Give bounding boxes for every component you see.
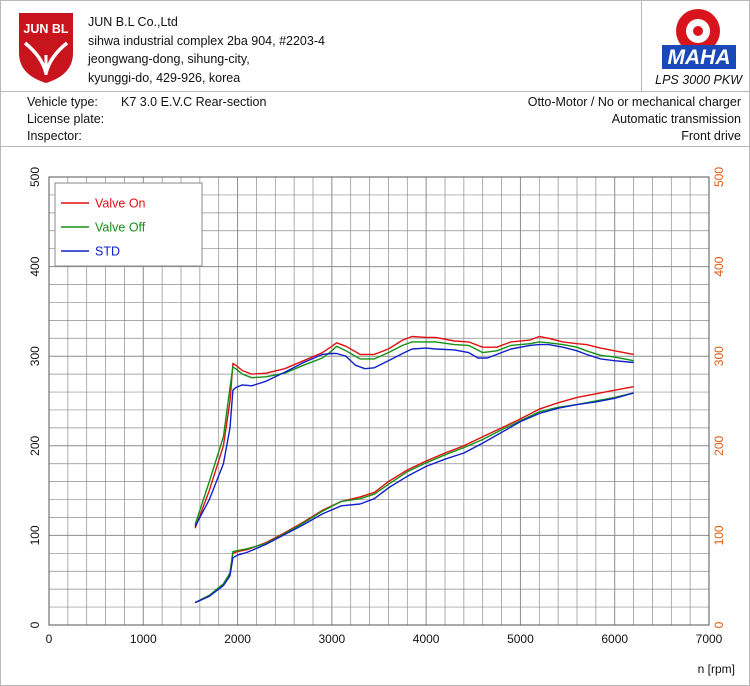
- y-tick-label-right: 0: [712, 621, 726, 628]
- legend-label: Valve Off: [95, 221, 146, 235]
- address-line-2: jeongwang-dong, sihung-city,: [88, 52, 250, 66]
- series-line-valve-on-lower: [194, 386, 634, 604]
- x-tick-label: 3000: [319, 632, 346, 646]
- y-tick-label-right: 100: [712, 525, 726, 545]
- legend-label: STD: [95, 245, 120, 259]
- maha-brand: Maschinenbau Haldenwang MAHA LPS 3000 PK…: [641, 1, 750, 91]
- header: JUN BL JUN B.L Co.,Ltd sihwa industrial …: [1, 1, 749, 92]
- drive-type: Front drive: [681, 129, 741, 143]
- x-tick-label: 2000: [224, 632, 251, 646]
- y-tick-label-left: 0: [28, 621, 42, 628]
- transmission-type: Automatic transmission: [611, 112, 741, 126]
- x-tick-label: 6000: [601, 632, 628, 646]
- inspector-label: Inspector:: [27, 129, 82, 143]
- engine-type: Otto-Motor / No or mechanical charger: [527, 95, 741, 109]
- y-tick-label-left: 200: [28, 435, 42, 455]
- y-tick-label-left: 300: [28, 346, 42, 366]
- x-tick-label: 5000: [507, 632, 534, 646]
- vehicle-info: Vehicle type: K7 3.0 E.V.C Rear-section …: [1, 92, 749, 147]
- maha-wordmark: MAHA: [668, 46, 731, 69]
- series-line-std-lower: [194, 392, 634, 604]
- address-line-1: sihwa industrial complex 2ba 904, #2203-…: [88, 33, 325, 48]
- vehicle-type-label: Vehicle type:: [27, 95, 98, 109]
- y-tick-label-right: 300: [712, 346, 726, 366]
- company-name: JUN B.L Co.,Ltd: [88, 15, 178, 29]
- address-line-3: kyunggi-do, 429-926, korea: [88, 70, 241, 85]
- series-line-valve-off-lower: [194, 392, 634, 604]
- plot-border: [48, 176, 710, 626]
- series-line-valve-on-upper: [194, 335, 634, 529]
- y-tick-label-left: 500: [28, 167, 42, 187]
- series-line-std-upper: [194, 343, 634, 527]
- legend-box: [54, 182, 203, 267]
- y-tick-label-right: 500: [712, 167, 726, 187]
- x-tick-label: 4000: [413, 632, 440, 646]
- legend-label: Valve On: [95, 197, 146, 211]
- x-tick-label: 7000: [696, 632, 723, 646]
- logo-text: JUN BL: [23, 22, 69, 36]
- y-tick-label-right: 200: [712, 435, 726, 455]
- y-tick-label-left: 400: [28, 256, 42, 276]
- vehicle-type-value: K7 3.0 E.V.C Rear-section: [121, 95, 267, 109]
- chart-legend: Valve On Valve Off STD: [54, 182, 203, 267]
- dyno-model: LPS 3000 PKW: [655, 73, 742, 87]
- maha-logo: Maschinenbau Haldenwang MAHA: [658, 7, 736, 69]
- y-tick-label-right: 400: [712, 256, 726, 276]
- company-address: JUN B.L Co.,Ltd sihwa industrial complex…: [88, 13, 325, 87]
- license-plate-label: License plate:: [27, 112, 105, 126]
- x-axis-label: n [rpm]: [698, 662, 735, 676]
- y-tick-label-left: 100: [28, 525, 42, 545]
- x-tick-label: 0: [46, 632, 53, 646]
- x-tick-label: 1000: [130, 632, 157, 646]
- junbl-logo: JUN BL: [19, 13, 73, 83]
- series-line-valve-off-upper: [194, 341, 634, 525]
- dyno-chart: 0 1000 2000 3000 4000 5000 6000 700001002003004…: [28, 167, 735, 676]
